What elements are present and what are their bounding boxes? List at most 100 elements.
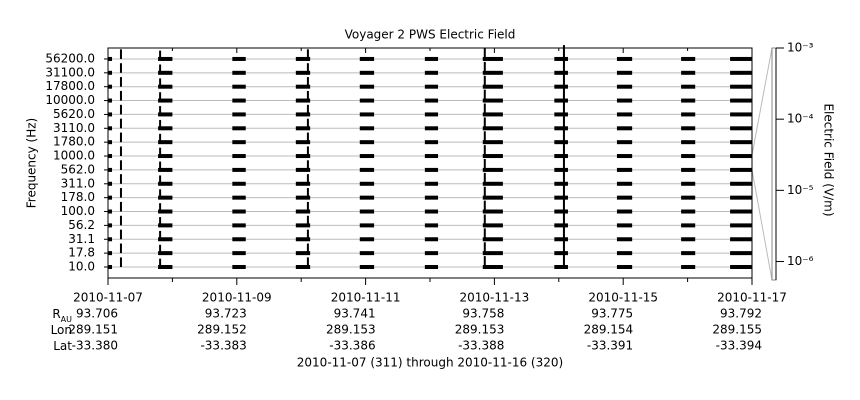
data-segment [730,70,752,75]
burst [483,117,486,129]
data-segment [108,237,113,242]
data-segment [554,70,568,75]
data-segment [158,167,173,172]
data-segment [158,84,173,89]
data-segment [730,223,752,228]
ephemeris-label: RAU [52,307,72,324]
data-segment [681,154,696,159]
ephemeris-label-sub: AU [61,315,72,324]
data-segment [616,209,633,214]
data-segment [158,70,173,75]
data-segment [681,209,696,214]
data-segment [554,154,568,159]
ephemeris-value: 93.723 [205,307,247,321]
burst [159,92,162,101]
color-strip [771,47,777,281]
data-segment [108,265,113,269]
data-segment [295,70,311,75]
burst [159,217,162,226]
burst [119,132,122,143]
burst [159,175,162,184]
burst [119,146,122,157]
y2-tick-label: 10⁻³ [787,41,814,55]
y-tick-label: 10.0 [68,260,95,274]
data-segment [359,181,375,186]
burst [306,188,309,198]
data-segment [616,140,633,145]
data-segment [424,181,439,186]
data-segment [730,98,752,103]
burst [483,89,486,101]
burst [306,243,309,254]
plot: 10.017.831.156.2100.0178.0311.0562.01000… [45,41,813,353]
data-segment [482,237,503,242]
data-segment [232,98,246,103]
data-segment [554,209,568,214]
ephemeris-value: 289.155 [712,323,762,337]
x-tick-label: 2010-11-07 [73,291,143,305]
ephemeris-value: 93.706 [76,307,118,321]
plot-frame [107,47,753,279]
data-segment [158,98,173,103]
burst [562,86,565,101]
data-segment [616,167,633,172]
burst [306,132,309,143]
data-segment [295,98,311,103]
data-segment [232,112,246,117]
data-segment [482,98,503,103]
data-segment [295,154,311,159]
data-segment [616,112,633,117]
data-segment [295,167,311,172]
data-segment [730,167,752,172]
data-segment [681,181,696,186]
burst [483,145,486,157]
x-tick-label: 2010-11-09 [202,291,272,305]
data-segment [232,167,246,172]
y2-tick-label: 10⁻⁴ [787,112,814,126]
data-segment [681,56,696,61]
data-segment [424,70,439,75]
burst [562,114,565,129]
y2-tick-label: 10⁻⁵ [787,183,814,197]
burst [159,78,162,87]
data-segment [232,84,246,89]
data-segment [158,223,173,228]
burst [306,104,309,115]
burst [306,257,309,267]
y-tick-label: 562.0 [61,162,95,176]
x-tick-label: 2010-11-13 [460,291,530,305]
burst [483,172,486,184]
burst [119,201,122,212]
burst [119,160,122,170]
burst [483,200,486,212]
ephemeris-value: -33.383 [200,339,246,353]
data-segment [681,251,696,256]
footer: 2010-11-07 (311) through 2010-11-16 (320… [297,356,563,370]
burst [483,228,486,240]
burst [119,49,122,59]
data-segment [482,126,503,131]
burst [159,119,162,129]
data-segment [359,195,375,200]
y-tick-label: 1780.0 [53,135,95,149]
data-segment [359,154,375,159]
data-segment [616,195,633,200]
data-segment [108,181,113,186]
burst [119,63,122,73]
data-segment [730,195,752,200]
y-tick-label: 17800.0 [45,79,95,93]
burst [306,174,309,184]
burst [483,242,486,254]
data-segment [295,112,311,117]
data-segment [554,56,568,61]
data-segment [730,251,752,256]
data-segment [616,237,633,242]
data-segment [108,195,113,200]
ephemeris-value: 93.775 [591,307,633,321]
y-tick-label: 31100.0 [45,65,95,79]
data-segment [295,84,311,89]
data-segment [554,84,568,89]
burst [159,230,162,240]
data-segment [482,223,503,228]
